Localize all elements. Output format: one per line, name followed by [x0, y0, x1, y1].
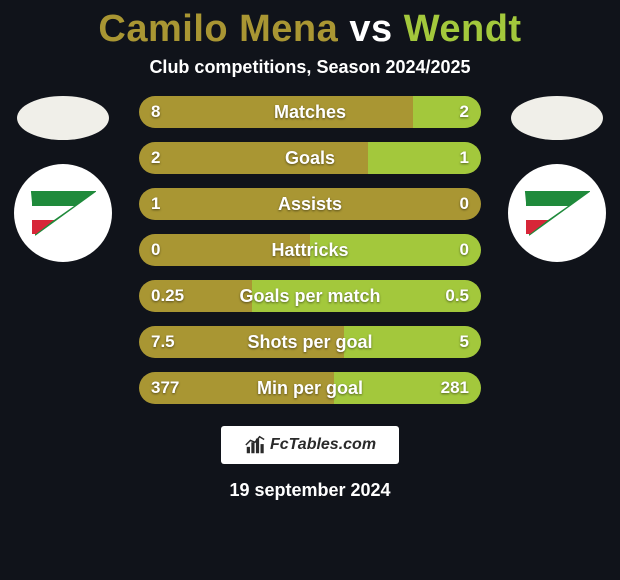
stat-bars: Matches82Goals21Assists10Hattricks00Goal… [139, 96, 481, 404]
stat-value-p1: 7.5 [151, 326, 175, 358]
stat-value-p1: 377 [151, 372, 179, 404]
stat-value-p2: 2 [460, 96, 469, 128]
stat-bar: Shots per goal7.55 [139, 326, 481, 358]
flag-pennant-icon [524, 188, 590, 238]
stat-bar-seg-p1 [139, 188, 481, 220]
comparison-card: Camilo Mena vs Wendt Club competitions, … [0, 0, 620, 580]
stat-bar-seg-p2 [310, 234, 481, 266]
content-area: Matches82Goals21Assists10Hattricks00Goal… [0, 96, 620, 404]
stat-bar-seg-p1 [139, 96, 413, 128]
stat-value-p1: 0 [151, 234, 160, 266]
stat-bar: Goals21 [139, 142, 481, 174]
stat-bar: Assists10 [139, 188, 481, 220]
brand-box: FcTables.com [221, 426, 399, 464]
player1-side [14, 96, 112, 262]
flag-pennant-icon [30, 188, 96, 238]
player1-face-placeholder [17, 96, 109, 140]
title-vs: vs [349, 8, 392, 50]
stat-value-p1: 8 [151, 96, 160, 128]
page-title: Camilo Mena vs Wendt [98, 8, 521, 51]
stat-bar: Hattricks00 [139, 234, 481, 266]
stat-bar-seg-p1 [139, 142, 368, 174]
date-text: 19 september 2024 [229, 480, 390, 501]
title-player1: Camilo Mena [98, 8, 338, 50]
stat-bar: Min per goal377281 [139, 372, 481, 404]
stat-value-p1: 1 [151, 188, 160, 220]
stat-value-p2: 1 [460, 142, 469, 174]
stat-value-p1: 0.25 [151, 280, 184, 312]
stat-value-p2: 281 [441, 372, 469, 404]
player2-club-badge [508, 164, 606, 262]
chart-bars-icon [244, 434, 266, 456]
stat-value-p2: 0.5 [445, 280, 469, 312]
stat-value-p2: 0 [460, 188, 469, 220]
stat-value-p2: 0 [460, 234, 469, 266]
player2-face-placeholder [511, 96, 603, 140]
stat-bar-seg-p1 [139, 234, 310, 266]
player2-side [508, 96, 606, 262]
stat-bar-seg-p2 [413, 96, 481, 128]
player1-club-badge [14, 164, 112, 262]
stat-value-p2: 5 [460, 326, 469, 358]
subtitle: Club competitions, Season 2024/2025 [149, 57, 470, 78]
stat-value-p1: 2 [151, 142, 160, 174]
title-player2: Wendt [404, 8, 522, 50]
brand-text: FcTables.com [270, 436, 376, 454]
stat-bar: Matches82 [139, 96, 481, 128]
stat-bar: Goals per match0.250.5 [139, 280, 481, 312]
